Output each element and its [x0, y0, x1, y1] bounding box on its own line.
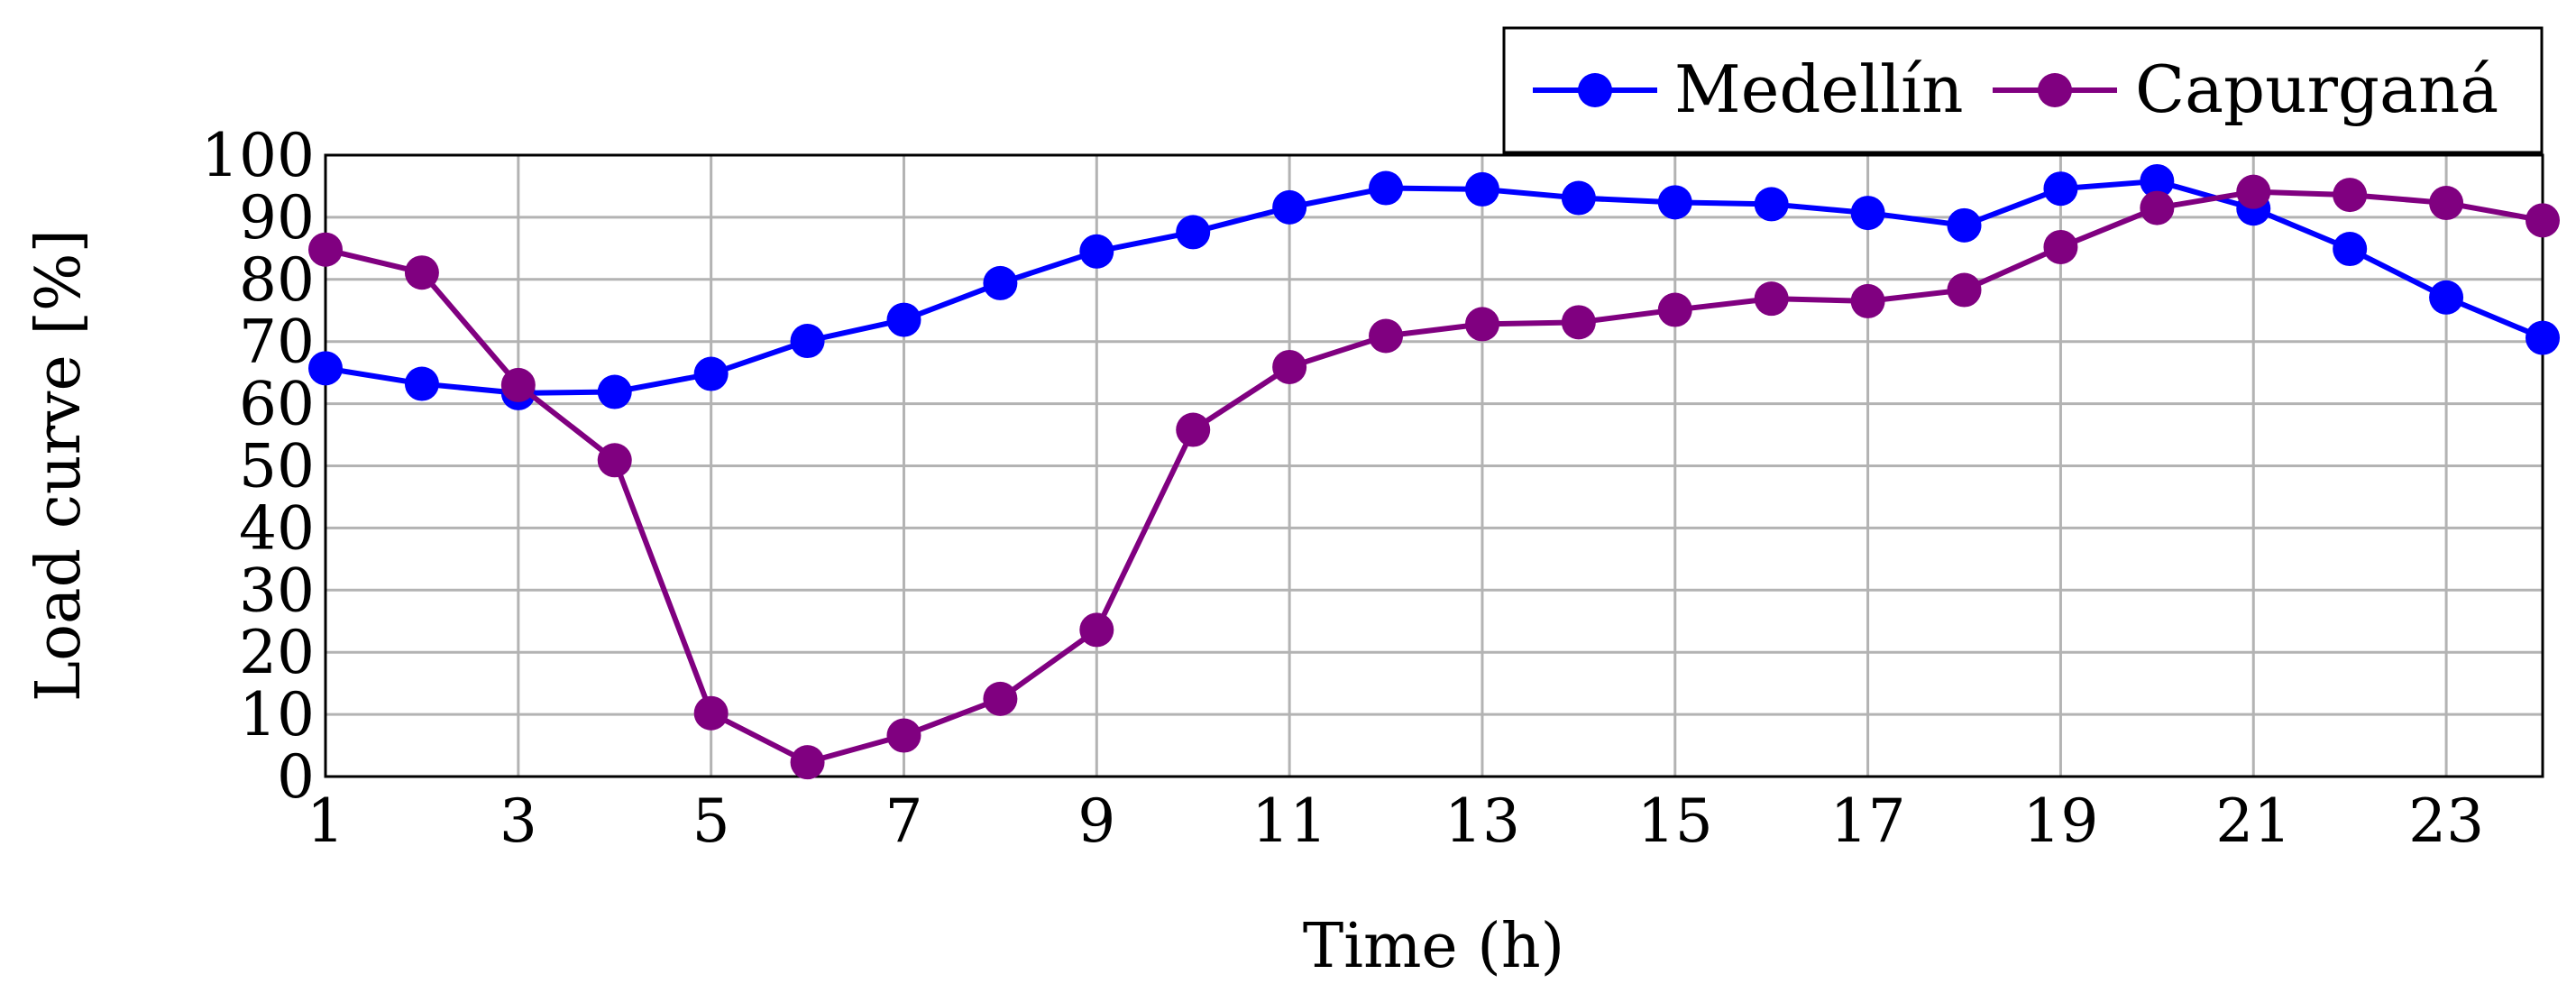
data-point-capurgana	[693, 695, 729, 731]
data-point-capurgana	[2236, 174, 2271, 209]
data-point-medellin	[1272, 189, 1307, 225]
grid	[324, 153, 2543, 778]
data-point-medellin	[1947, 207, 1982, 243]
series-line-medellin	[325, 178, 2544, 396]
data-point-capurgana	[2140, 190, 2175, 225]
y-tick-label: 40	[239, 493, 315, 563]
data-point-capurgana	[1369, 318, 1404, 354]
tick-labels: 1 3 5 7 9 11 13 15 17 19 21 23010203040506070809010…	[201, 121, 2484, 856]
y-tick-label: 20	[239, 618, 315, 687]
x-tick-label: 5	[692, 786, 730, 856]
legend: Medellín Capurganá	[1502, 26, 2544, 154]
x-tick-label: 11	[1251, 786, 1327, 856]
x-tick-label: 15	[1637, 786, 1713, 856]
data-point-medellin	[1657, 185, 1692, 220]
data-point-capurgana	[1176, 412, 1211, 447]
data-point-medellin	[1850, 196, 1885, 231]
x-axis-label: Time (h)	[1303, 911, 1564, 982]
x-tick-label: 13	[1444, 786, 1520, 856]
legend-label-capurgana: Capurganá	[2135, 51, 2498, 127]
data-point-capurgana	[790, 745, 825, 780]
data-point-medellin	[1464, 171, 1499, 207]
data-point-capurgana	[886, 718, 921, 753]
data-point-capurgana	[2429, 186, 2464, 221]
data-point-medellin	[1176, 215, 1211, 250]
y-tick-label: 30	[239, 556, 315, 625]
data-point-medellin	[2526, 320, 2560, 355]
data-point-capurgana	[2043, 229, 2078, 264]
data-point-medellin	[308, 351, 343, 386]
data-point-medellin	[1754, 187, 1789, 222]
data-point-medellin	[1561, 180, 1596, 216]
y-tick-label: 50	[239, 432, 315, 501]
data-point-medellin	[693, 356, 729, 391]
x-tick-label: 7	[885, 786, 922, 856]
data-point-medellin	[2140, 163, 2175, 198]
x-tick-label: 1	[307, 786, 344, 856]
y-tick-label: 90	[239, 183, 315, 253]
data-point-capurgana	[1079, 612, 1114, 648]
y-tick-label: 10	[239, 680, 315, 749]
data-point-medellin	[404, 366, 439, 401]
series-line-capurgana	[325, 188, 2544, 766]
x-tick-label: 9	[1077, 786, 1115, 856]
x-tick-label: 17	[1830, 786, 1906, 856]
data-point-capurgana	[597, 443, 632, 478]
data-point-capurgana	[1657, 292, 1692, 327]
data-point-capurgana	[308, 232, 343, 267]
y-axis-label: Load curve [%]	[23, 229, 95, 702]
y-tick-label: 70	[239, 308, 315, 377]
x-tick-label: 19	[2022, 786, 2098, 856]
data-point-capurgana	[1754, 281, 1789, 317]
data-point-medellin	[1079, 234, 1114, 269]
data-point-medellin	[2043, 171, 2078, 207]
data-point-medellin	[2333, 232, 2368, 267]
data-point-capurgana	[1850, 283, 1885, 318]
y-tick-label: 60	[239, 370, 315, 439]
y-tick-label: 100	[201, 121, 315, 190]
data-point-capurgana	[1947, 272, 1982, 308]
y-tick-label: 80	[239, 245, 315, 315]
legend-label-medellin: Medellín	[1674, 51, 1963, 127]
data-point-capurgana	[983, 681, 1018, 716]
data-point-capurgana	[1272, 349, 1307, 384]
x-tick-label: 21	[2215, 786, 2291, 856]
y-tick-label: 0	[277, 742, 315, 812]
data-point-capurgana	[2333, 178, 2368, 213]
legend-marker-capurgana	[2038, 73, 2072, 107]
data-point-medellin	[2429, 280, 2464, 315]
data-point-medellin	[983, 265, 1018, 300]
legend-marker-medellin	[1578, 73, 1612, 107]
data-point-medellin	[886, 302, 921, 337]
data-point-medellin	[597, 374, 632, 409]
data-point-capurgana	[1561, 305, 1596, 340]
data-point-capurgana	[404, 255, 439, 290]
data-point-medellin	[790, 324, 825, 359]
data-point-capurgana	[2526, 203, 2560, 238]
series-layer	[308, 163, 2560, 780]
data-point-capurgana	[1464, 307, 1499, 342]
plot-area-frame	[324, 153, 2544, 778]
data-point-capurgana	[500, 367, 536, 402]
x-tick-label: 23	[2408, 786, 2484, 856]
data-point-medellin	[1369, 170, 1404, 206]
x-tick-label: 3	[500, 786, 537, 856]
